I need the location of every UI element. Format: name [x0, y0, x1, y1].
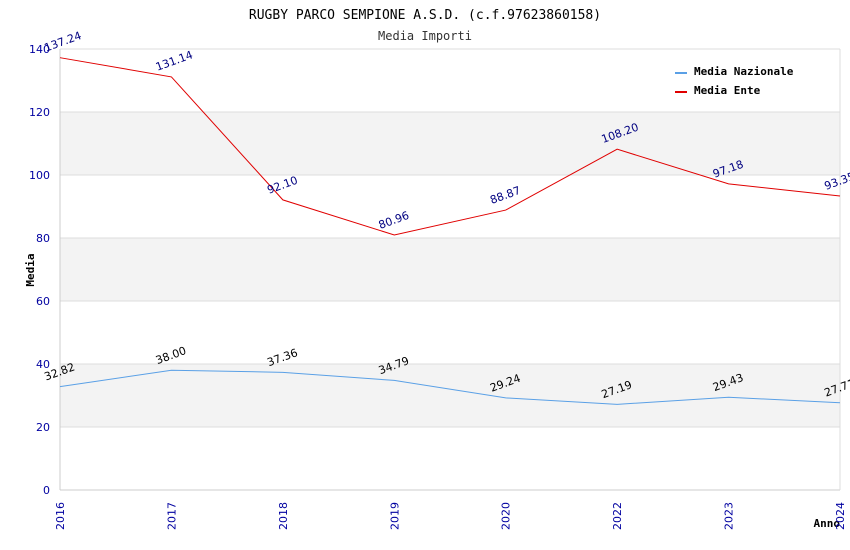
y-axis-label: Media	[24, 253, 37, 286]
data-label: 80.96	[377, 209, 411, 232]
x-tick-label: 2018	[277, 502, 290, 530]
data-label: 137.24	[43, 29, 84, 54]
grid-band	[60, 238, 840, 301]
series-group	[59, 57, 841, 405]
grid-band	[60, 364, 840, 427]
legend-label-media-nazionale: Media Nazionale	[694, 65, 794, 78]
y-tick-label: 140	[29, 43, 50, 56]
data-label: 92.10	[265, 174, 299, 197]
y-tick-label: 80	[36, 232, 50, 245]
legend: Media Nazionale Media Ente	[675, 65, 794, 97]
x-tick-label: 2022	[611, 502, 624, 530]
chart-subtitle: Media Importi	[378, 29, 472, 43]
x-tick-label: 2019	[388, 502, 401, 530]
series-line-media-ente	[59, 57, 841, 236]
grid-bands	[60, 112, 840, 427]
x-tick-label: 2017	[165, 502, 178, 530]
x-tick-label: 2016	[54, 502, 67, 530]
series-line-media-nazionale	[59, 369, 841, 405]
x-axis-label: Anno	[814, 517, 841, 530]
y-tick-label: 40	[36, 358, 50, 371]
x-tick-label: 2023	[723, 502, 736, 530]
y-tick-label: 60	[36, 295, 50, 308]
y-tick-label: 20	[36, 421, 50, 434]
x-tick-label: 2024	[834, 502, 847, 530]
x-tick-labels: 2016 2017 2018 2019 2020 2022 2023 2024	[54, 502, 847, 530]
y-tick-labels: 0 20 40 60 80 100 120 140	[29, 43, 50, 497]
y-tick-label: 0	[43, 484, 50, 497]
legend-label-media-ente: Media Ente	[694, 84, 761, 97]
y-tick-label: 100	[29, 169, 50, 182]
x-tick-label: 2020	[500, 502, 513, 530]
grid-lines	[60, 48, 840, 428]
y-tick-label: 120	[29, 106, 50, 119]
chart-title: RUGBY PARCO SEMPIONE A.S.D. (c.f.9762386…	[249, 8, 601, 23]
data-label: 131.14	[154, 48, 195, 73]
grid-band	[60, 112, 840, 175]
